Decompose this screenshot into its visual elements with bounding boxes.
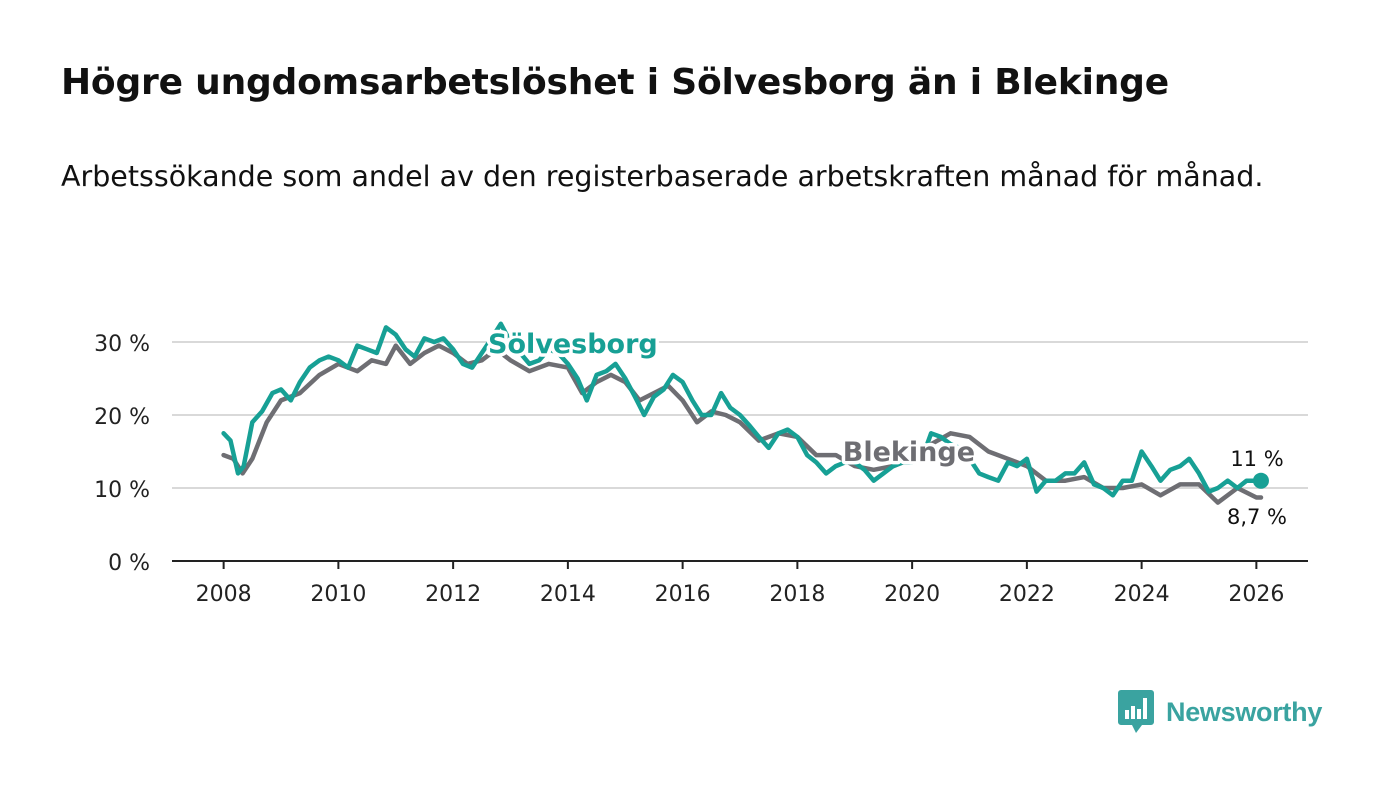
y-tick-label: 30 % bbox=[94, 332, 150, 357]
x-axis-ticks: 2008 2010 2012 2014 2016 2018 2020 2022 2024 2026 bbox=[196, 561, 1284, 607]
chart-subtitle: Arbetssökande som andel av den registerb… bbox=[61, 160, 1264, 193]
series-label-slvesborg: Sölvesborg bbox=[488, 329, 658, 360]
x-tick-label: 2020 bbox=[884, 582, 940, 607]
bar-chart-icon bbox=[1118, 690, 1154, 733]
end-value-blekinge: 8,7 % bbox=[1227, 505, 1287, 529]
x-tick-label: 2010 bbox=[310, 582, 366, 607]
end-value-solvesborg: 11 % bbox=[1230, 447, 1283, 471]
logo-text: Newsworthy bbox=[1166, 696, 1323, 727]
x-tick-label: 2026 bbox=[1228, 582, 1284, 607]
x-tick-label: 2012 bbox=[425, 582, 481, 607]
x-tick-label: 2016 bbox=[655, 582, 711, 607]
y-tick-label: 20 % bbox=[94, 405, 150, 430]
end-value-labels: 11 % 8,7 % bbox=[1227, 447, 1287, 529]
series-line-blekinge bbox=[221, 343, 1264, 505]
end-point-solvesborg bbox=[1252, 472, 1269, 489]
series-line-slvesborg bbox=[221, 321, 1264, 498]
y-tick-label: 0 % bbox=[108, 551, 150, 576]
x-tick-label: 2024 bbox=[1114, 582, 1170, 607]
x-tick-label: 2008 bbox=[196, 582, 252, 607]
x-tick-label: 2014 bbox=[540, 582, 596, 607]
series-label-blekinge: Blekinge bbox=[843, 437, 975, 468]
chart-title: Högre ungdomsarbetslöshet i Sölvesborg ä… bbox=[61, 62, 1169, 103]
x-tick-label: 2018 bbox=[769, 582, 825, 607]
x-tick-label: 2022 bbox=[999, 582, 1055, 607]
y-axis-ticks: 0 % 10 % 20 % 30 % bbox=[94, 332, 150, 576]
newsworthy-logo: Newsworthy bbox=[1118, 690, 1322, 734]
series-labels: Blekinge Sölvesborg bbox=[485, 326, 979, 472]
series-lines bbox=[221, 321, 1264, 505]
y-tick-label: 10 % bbox=[94, 478, 150, 503]
